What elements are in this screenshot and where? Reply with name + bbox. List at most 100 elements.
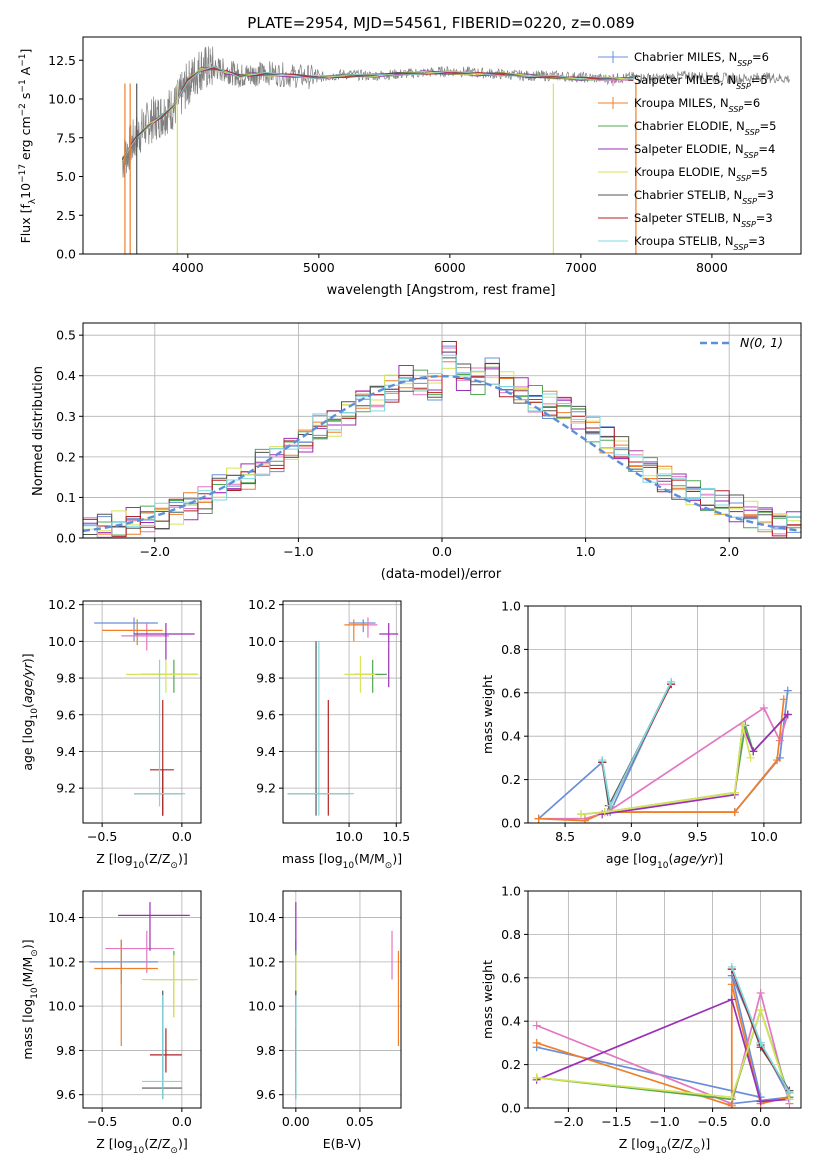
massweight-point [727,980,736,989]
legend-label-sub: SSP [736,82,751,91]
massweight-point [667,677,676,686]
plot-area-mass_vs_EBV [295,902,400,1100]
y-tick-label: 0.1 [56,490,76,505]
x-tick-label: −1.5 [601,1114,631,1129]
y-tick-label: 9.8 [56,1043,76,1058]
y-axis-label-part: )] [20,939,35,949]
x-axis-label-part: age/yr [673,851,714,866]
x-tick-label: 10.5 [382,829,410,844]
y-axis-label-part: A [18,66,33,79]
y-axis-label: Flux [fλ10−17 erg cm−2 s−1 A−1] [18,49,38,244]
y-axis-label-part: (M/M [20,957,35,988]
x-axis-label-part: ⊙ [170,1146,178,1156]
massweight-line [536,1007,791,1100]
y-axis-label-part: λ [28,198,38,204]
legend-label: Chabrier STELIB, NSSP=3 [634,188,774,206]
massweight-point [532,1073,541,1082]
y-tick-label: 9.6 [256,1087,276,1102]
plot-area-age_vs_mass [287,617,399,816]
legend-label-sub: SSP [737,59,752,68]
axes-frame [282,890,402,1109]
legend-label-count: =6 [752,50,769,64]
y-tick-label: 10.2 [248,597,276,612]
legend-label: Kroupa MILES, NSSP=6 [634,96,760,114]
legend-label-count: =3 [756,211,773,225]
y-axis-label-part: 10 [30,987,40,999]
y-axis-label-part: age [log [20,719,35,770]
legend-label-main: Chabrier ELODIE, N [634,119,745,133]
axes-frame [82,890,202,1109]
x-tick-label: −1.0 [283,544,313,559]
massweight-point [730,788,739,797]
massweight-point [759,703,768,712]
massweight-point [727,1093,736,1102]
x-axis-label-part: 10 [657,861,669,871]
x-axis-label-part: ⊙ [385,861,393,871]
x-tick-label: −0.5 [697,1114,727,1129]
x-tick-label: 2.0 [719,544,739,559]
massweight-line [601,681,672,809]
y-tick-label: 10.4 [248,910,276,925]
massweight-point [577,810,586,819]
massweight-point [606,801,615,810]
y-tick-label: 10.0 [48,999,76,1014]
panel-age_vs_mass: 10.0 10.5 9.2 9.4 9.6 9.8 10.0 10.2 mass [log10(… [248,597,410,871]
y-axis-label-part: ( [20,703,35,708]
y-tick-label: 0.0 [501,1101,521,1116]
x-axis-label-part: mass [log [282,851,343,866]
massweight-point [756,1097,765,1106]
y-axis-label-part: −2 [18,103,28,116]
x-axis-label-part: )] [713,851,723,866]
massweight-line [536,989,791,1105]
y-tick-label: 10.2 [48,597,76,612]
y-axis-label-part: −1 [18,54,28,67]
x-axis-label-part: age [log [606,851,657,866]
plot-area-age_vs_Z [94,617,198,816]
massweight-line [538,681,789,820]
y-tick-label: 10.0 [248,634,276,649]
y-tick-label: 0.6 [501,685,521,700]
x-tick-label: −1.0 [649,1114,679,1129]
y-axis-label: mass weight [480,960,495,1039]
x-tick-label: 0.0 [172,1114,192,1129]
legend-label-sub: SSP [744,151,759,160]
y-tick-label: 7.5 [56,130,76,145]
x-axis-label: Z [log10(Z/Z⊙)] [96,851,187,871]
massweight-point [746,753,755,762]
legend-label-main: Salpeter MILES, N [634,73,736,87]
x-axis-label-part: (Z/Z [667,1136,693,1151]
y-tick-label: 0.2 [501,772,521,787]
massweight-point [598,756,607,765]
x-axis-label-part: (M/M [354,851,385,866]
x-tick-label: 0.0 [432,544,452,559]
y-tick-label: 9.2 [56,781,76,796]
massweight-point [730,808,739,817]
y-tick-label: 9.6 [256,707,276,722]
legend-label-count: =5 [751,165,768,179]
legend-label-main: Chabrier STELIB, N [634,188,742,202]
panel-mass_vs_EBV: 0.00 0.05 9.6 9.8 10.0 10.2 10.4 E(B-V) [248,890,402,1151]
x-tick-label: −2.0 [553,1114,583,1129]
x-axis-label: age [log10(age/yr)] [606,851,723,871]
y-tick-label: 12.5 [48,53,76,68]
x-axis-label-part: 10 [133,861,145,871]
x-axis-label-part: )] [178,851,188,866]
plot-area-mass_vs_Z [89,902,198,1100]
y-axis-label-part: Flux [f [18,204,33,244]
x-axis-label: E(B-V) [323,1136,362,1151]
massweight-point [738,721,747,730]
legend-label-sub: SSP [741,220,756,229]
massweight-point [600,808,609,817]
x-axis-label-part: Z [log [96,851,132,866]
x-axis-label-part: )] [700,1136,710,1151]
x-axis-label-part: 10 [343,861,355,871]
x-axis-label-part: ⊙ [693,1146,701,1156]
legend-label-count: =5 [751,73,768,87]
y-axis-label-part: −1 [18,79,28,92]
x-tick-label: 4000 [172,260,204,275]
x-tick-label: 6000 [434,260,466,275]
legend-label-sub: SSP [736,174,751,183]
x-tick-label: 1.0 [576,544,596,559]
panel-massweight_vs_age: 8.5 9.0 9.5 10.0 0.0 0.2 0.4 0.6 0.8 1.0 age [log1… [480,599,802,871]
